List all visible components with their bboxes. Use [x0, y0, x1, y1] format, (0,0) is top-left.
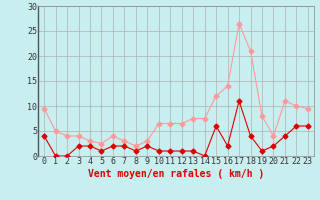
X-axis label: Vent moyen/en rafales ( km/h ): Vent moyen/en rafales ( km/h ): [88, 169, 264, 179]
